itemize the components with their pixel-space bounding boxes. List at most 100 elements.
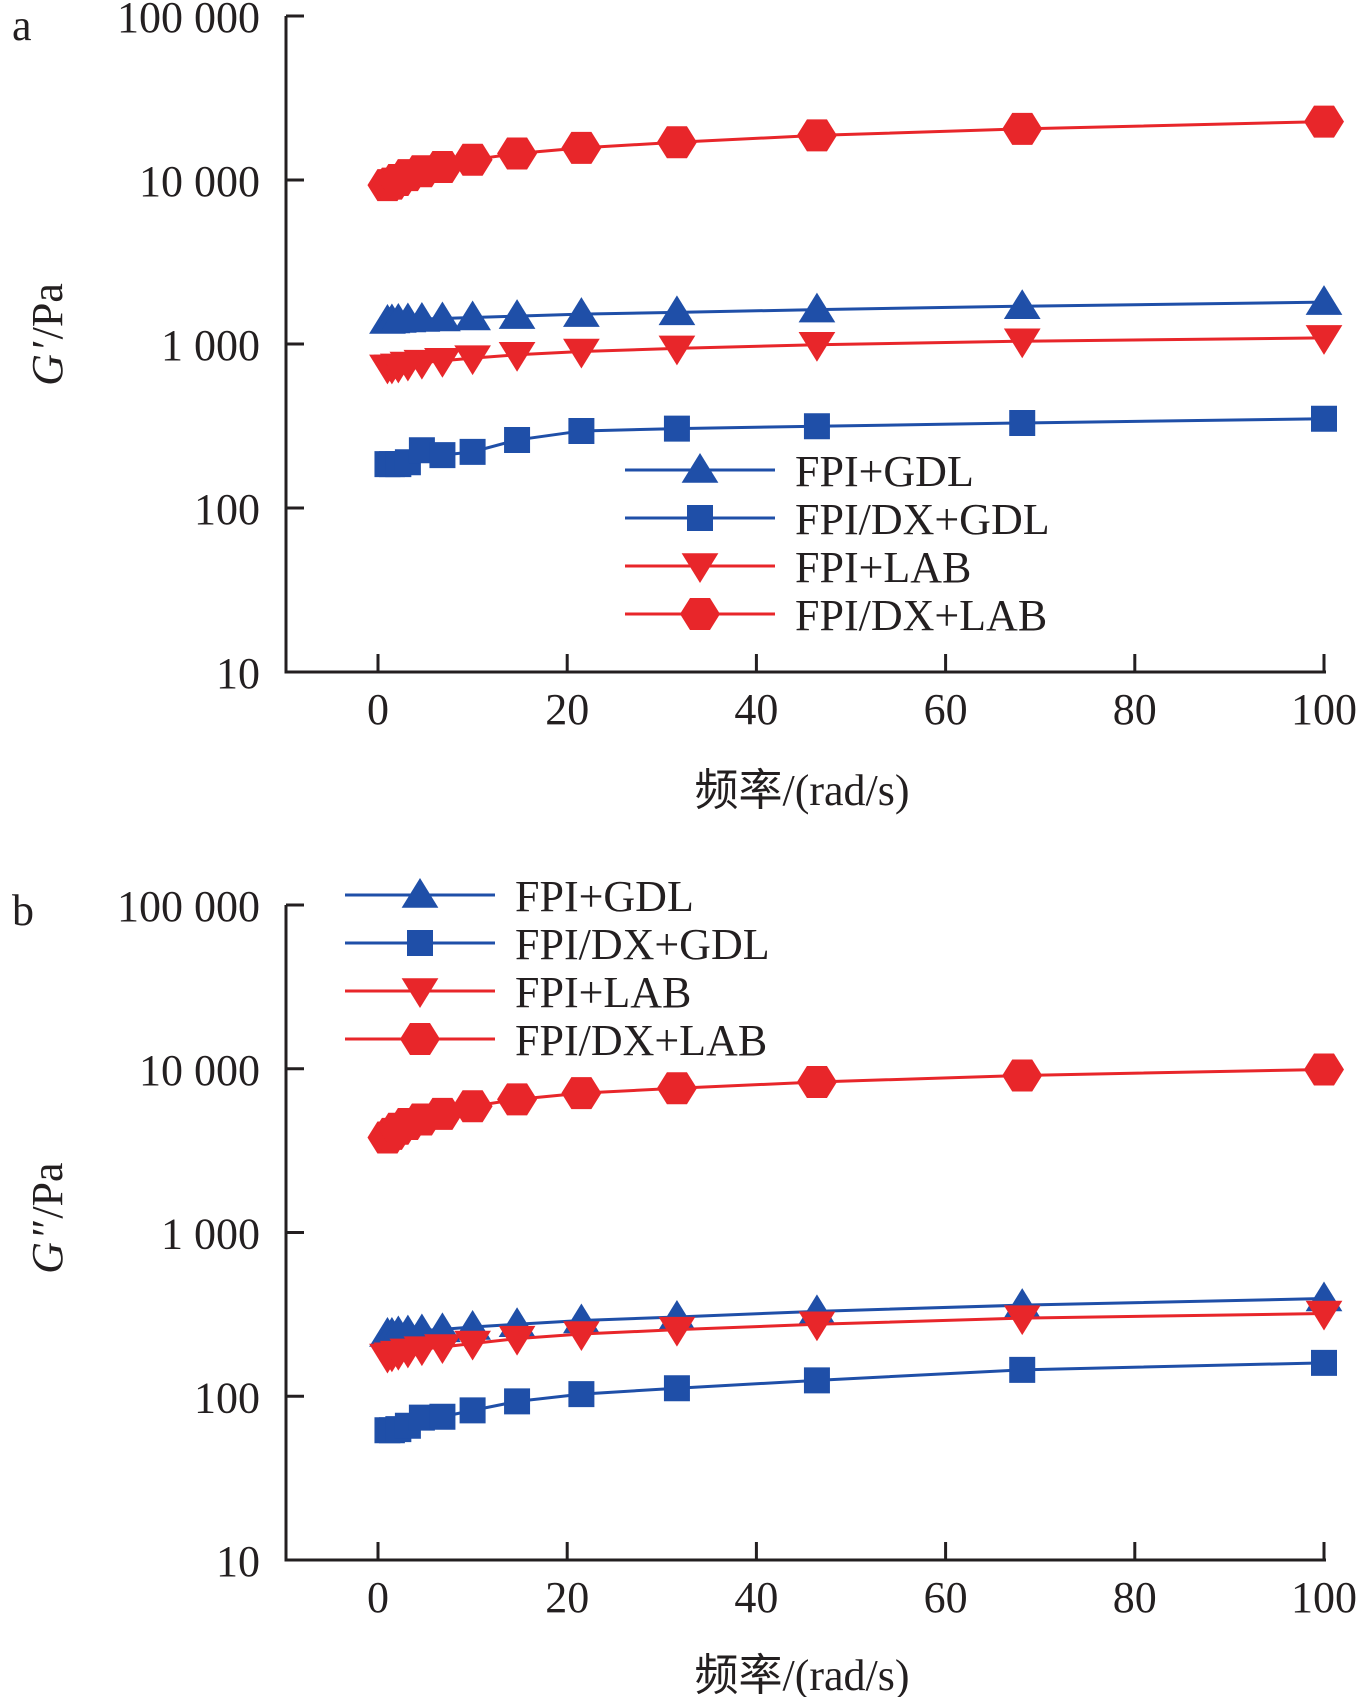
- data-point: [1003, 289, 1041, 319]
- panel-label-a: a: [12, 1, 32, 50]
- legend-marker: [401, 878, 439, 908]
- data-point: [429, 442, 456, 469]
- x-tick-label: 40: [734, 1573, 778, 1622]
- data-point: [422, 1097, 463, 1130]
- svg-text:G: G: [23, 1242, 72, 1274]
- data-point: [563, 297, 600, 327]
- x-tick-label: 40: [734, 685, 778, 734]
- data-point: [497, 137, 538, 170]
- data-point: [424, 348, 461, 378]
- data-point: [1003, 1305, 1041, 1336]
- legend-label: FPI+GDL: [515, 872, 694, 921]
- data-point: [1304, 1053, 1344, 1086]
- panel-label-b: b: [12, 886, 34, 935]
- data-point: [658, 1316, 696, 1347]
- data-point: [1009, 409, 1036, 436]
- data-point: [452, 143, 493, 176]
- x-tick-label: 100: [1291, 1573, 1357, 1622]
- legend-marker: [400, 1023, 440, 1055]
- data-point: [424, 301, 461, 332]
- y-tick-label: 100 000: [117, 0, 260, 42]
- data-point: [798, 292, 836, 323]
- data-point: [408, 437, 435, 464]
- data-point: [408, 1404, 435, 1431]
- data-point: [656, 1072, 697, 1105]
- data-point: [422, 151, 463, 184]
- legend-label: FPI+GDL: [795, 447, 974, 496]
- panel-b: b G ″/Pa 10 100 1 000 10 000 100 000 0 20 40 60 8…: [12, 872, 1357, 1697]
- data-point: [1305, 285, 1343, 315]
- data-point: [459, 1397, 486, 1424]
- y-axis-title-b: G ″/Pa: [23, 1162, 72, 1273]
- data-point: [796, 1066, 837, 1099]
- legend-label: FPI+LAB: [515, 968, 691, 1017]
- y-tick-label: 10: [216, 1537, 260, 1586]
- x-tick-label: 60: [924, 685, 968, 734]
- svg-text:G: G: [23, 354, 72, 386]
- legend-marker: [680, 598, 720, 630]
- x-axis-title-b: 频率/(rad/s): [694, 1651, 909, 1697]
- legend-marker: [681, 553, 719, 583]
- legend-marker: [401, 978, 439, 1008]
- legend-label: FPI/DX+GDL: [795, 495, 1050, 544]
- svg-text:″/Pa: ″/Pa: [23, 1162, 72, 1237]
- y-tick-label: 100 000: [117, 882, 260, 931]
- data-point: [561, 1077, 602, 1110]
- legend-marker: [687, 505, 713, 531]
- x-tick-label: 0: [367, 1573, 389, 1622]
- data-point: [429, 1403, 456, 1430]
- data-point: [1304, 105, 1344, 138]
- data-point: [1311, 1349, 1337, 1376]
- data-point: [658, 295, 696, 326]
- data-point: [498, 341, 536, 372]
- legend-label: FPI/DX+LAB: [795, 591, 1047, 640]
- data-point: [498, 299, 536, 329]
- data-point: [454, 1330, 491, 1361]
- data-point: [1003, 328, 1041, 359]
- data-point: [459, 438, 486, 465]
- legend-marker: [407, 930, 433, 956]
- data-point: [798, 1311, 836, 1342]
- y-tick-label: 100: [194, 1373, 260, 1422]
- data-point: [796, 119, 837, 152]
- y-tick-label: 10: [216, 649, 260, 698]
- data-point: [497, 1083, 538, 1116]
- x-tick-label: 0: [367, 685, 389, 734]
- x-tick-label: 20: [545, 685, 589, 734]
- x-tick-label: 100: [1291, 685, 1357, 734]
- data-point: [424, 1334, 461, 1364]
- legend-label: FPI/DX+GDL: [515, 920, 770, 969]
- data-point: [1305, 1300, 1343, 1331]
- data-point: [656, 126, 697, 159]
- data-point: [498, 1325, 536, 1356]
- data-point: [504, 426, 531, 453]
- data-point: [1002, 112, 1043, 145]
- data-point: [452, 1090, 493, 1123]
- data-point: [454, 345, 491, 376]
- data-point: [561, 131, 602, 164]
- data-point: [798, 331, 836, 362]
- data-point: [663, 1375, 690, 1402]
- y-tick-label: 100: [194, 485, 260, 534]
- svg-text:′/Pa: ′/Pa: [23, 283, 72, 349]
- data-point: [803, 1367, 830, 1394]
- data-point: [803, 413, 830, 440]
- y-tick-label: 10 000: [139, 1046, 260, 1095]
- x-axis-title-a: 频率/(rad/s): [694, 766, 909, 815]
- data-point: [1002, 1059, 1043, 1092]
- legend-marker: [681, 453, 719, 483]
- data-point: [454, 300, 491, 331]
- data-point: [563, 338, 600, 369]
- y-axis-title-a: G ′/Pa: [23, 283, 72, 386]
- plot-a: 10 100 1 000 10 000 100 000 0 20 40 60 80 100: [117, 0, 1357, 734]
- panel-a: a G ′/Pa 10 100 1 000 10 000 100 000 0 20 40 60 8…: [12, 0, 1357, 815]
- legend-label: FPI+LAB: [795, 543, 971, 592]
- data-point: [663, 415, 690, 442]
- legend-label: FPI/DX+LAB: [515, 1016, 767, 1065]
- data-point: [568, 1381, 595, 1408]
- data-point: [504, 1388, 531, 1415]
- axes-lines: [284, 905, 1326, 1562]
- data-point: [658, 335, 696, 366]
